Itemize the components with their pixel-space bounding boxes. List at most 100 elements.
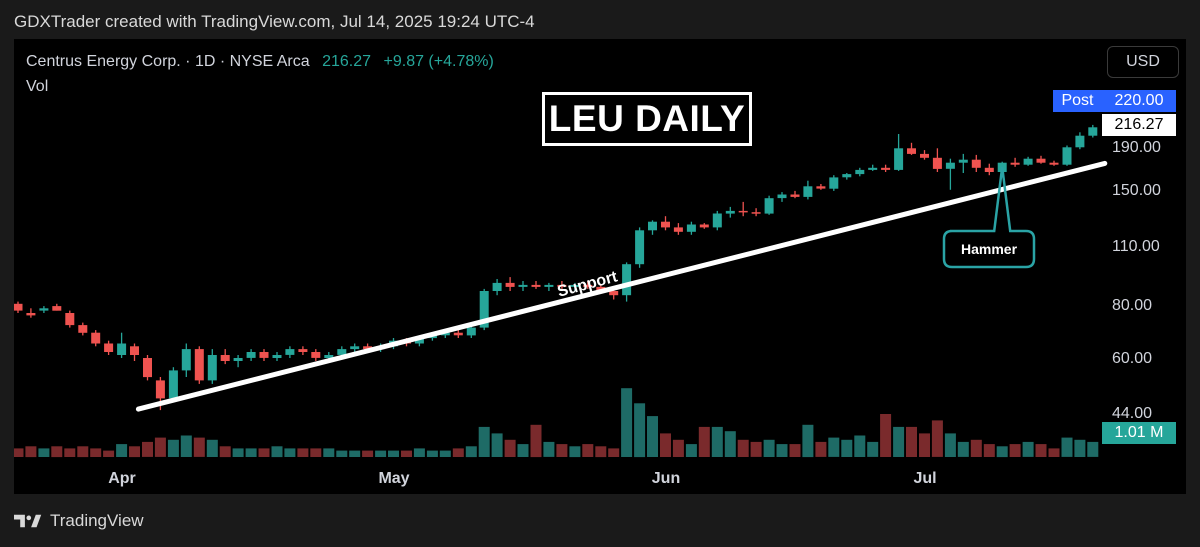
candle-body: [971, 159, 981, 168]
tradingview-brand: TradingView: [50, 511, 144, 530]
volume-bar: [906, 426, 917, 457]
candle-body: [738, 210, 748, 213]
candle-body: [117, 343, 127, 355]
volume-bar: [789, 444, 801, 457]
price-chart[interactable]: [14, 39, 1186, 494]
volume-bar: [25, 446, 37, 458]
volume-bar: [297, 448, 309, 457]
volume-bar: [375, 450, 387, 457]
volume-bar: [232, 448, 244, 457]
candle-body: [168, 370, 178, 399]
volume-bar: [1087, 441, 1099, 457]
tradingview-logo-icon: [14, 514, 42, 528]
volume-bar: [349, 450, 361, 457]
volume-bar: [129, 446, 140, 458]
volume-bar: [323, 448, 335, 457]
chart-title-box: LEU DAILY: [542, 92, 752, 146]
volume-bar: [983, 444, 995, 457]
candle-body: [479, 291, 489, 328]
volume-bar: [750, 441, 762, 457]
support-trendline: [135, 160, 1108, 412]
volume-bar: [582, 444, 594, 457]
volume-bar: [1035, 444, 1047, 457]
time-tick-jun: Jun: [651, 470, 681, 487]
candle-body: [1023, 158, 1033, 165]
post-market-tag: Post: [1053, 90, 1102, 112]
candle-body: [181, 349, 191, 371]
volume-bar: [426, 450, 438, 457]
volume-bar: [401, 450, 412, 457]
last-price-label: 216.27: [1102, 114, 1176, 136]
volume-bar: [103, 450, 115, 457]
post-market-price: 220.00: [1102, 90, 1176, 112]
volume-bar: [1061, 437, 1073, 457]
footer: TradingView: [14, 511, 144, 531]
price-tick: 80.00: [1112, 297, 1153, 314]
chart-panel[interactable]: Centrus Energy Corp. · 1D · NYSE Arca 21…: [14, 39, 1186, 494]
candle-body: [751, 212, 761, 214]
volume-bar: [452, 448, 464, 457]
volume-bar: [336, 450, 348, 457]
volume-bar: [51, 446, 63, 458]
candle-body: [661, 221, 670, 228]
currency-button[interactable]: USD: [1107, 46, 1179, 78]
candle-body: [26, 313, 36, 316]
time-tick-apr: Apr: [108, 470, 136, 487]
candle-body: [829, 177, 839, 189]
volume-bar: [685, 444, 697, 457]
volume-bar: [815, 441, 827, 457]
volume-bar: [944, 433, 956, 457]
candle-body: [855, 169, 865, 175]
volume-bar: [660, 433, 671, 457]
volume-bar: [154, 437, 166, 457]
volume-bar: [258, 448, 270, 457]
volume-bar: [90, 448, 102, 457]
volume-bar: [310, 448, 322, 457]
candle-body: [363, 346, 373, 350]
candle-body: [91, 332, 101, 344]
candle-body: [699, 224, 709, 228]
volume-bar: [802, 424, 814, 458]
volume-bar: [465, 446, 477, 458]
candle-body: [725, 210, 735, 214]
volume-bar: [595, 446, 607, 458]
volume-bar: [116, 444, 128, 457]
candle-body: [557, 284, 567, 287]
candle-body: [1010, 162, 1020, 165]
candle-body: [246, 352, 256, 358]
candle-body: [492, 282, 502, 291]
candle-body: [686, 224, 696, 232]
candle-body: [609, 291, 619, 296]
volume-bar: [1009, 444, 1021, 457]
hammer-label: Hammer: [960, 241, 1018, 257]
candle-body: [958, 159, 968, 163]
price-tick: 44.00: [1112, 405, 1153, 422]
candle-body: [272, 355, 282, 358]
candle-body: [1075, 135, 1085, 148]
candle-body: [790, 194, 800, 197]
candle-body: [777, 194, 787, 199]
symbol-description: Centrus Energy Corp. · 1D · NYSE Arca: [26, 53, 310, 70]
volume-bar: [854, 435, 866, 457]
volume-bar: [38, 448, 50, 457]
candle-body: [712, 213, 722, 228]
volume-bar: [776, 444, 788, 457]
candle-body: [648, 221, 657, 231]
volume-legend: Vol: [26, 78, 49, 95]
volume-bar: [880, 414, 892, 457]
last-price-legend: 216.27: [322, 53, 372, 70]
volume-bar: [556, 444, 568, 457]
candle-body: [1036, 158, 1046, 163]
volume-bar: [621, 388, 633, 457]
volume-bar: [271, 446, 283, 458]
time-tick-may: May: [378, 470, 410, 487]
volume-value-label: 1.01 M: [1102, 422, 1176, 444]
volume-bar: [219, 446, 231, 458]
candle-body: [622, 264, 632, 296]
candle-body: [842, 174, 852, 178]
candle-body: [816, 186, 826, 189]
volume-bar: [77, 446, 89, 458]
candle-body: [298, 349, 308, 352]
candle-body: [673, 227, 683, 232]
volume-bar: [724, 431, 736, 457]
